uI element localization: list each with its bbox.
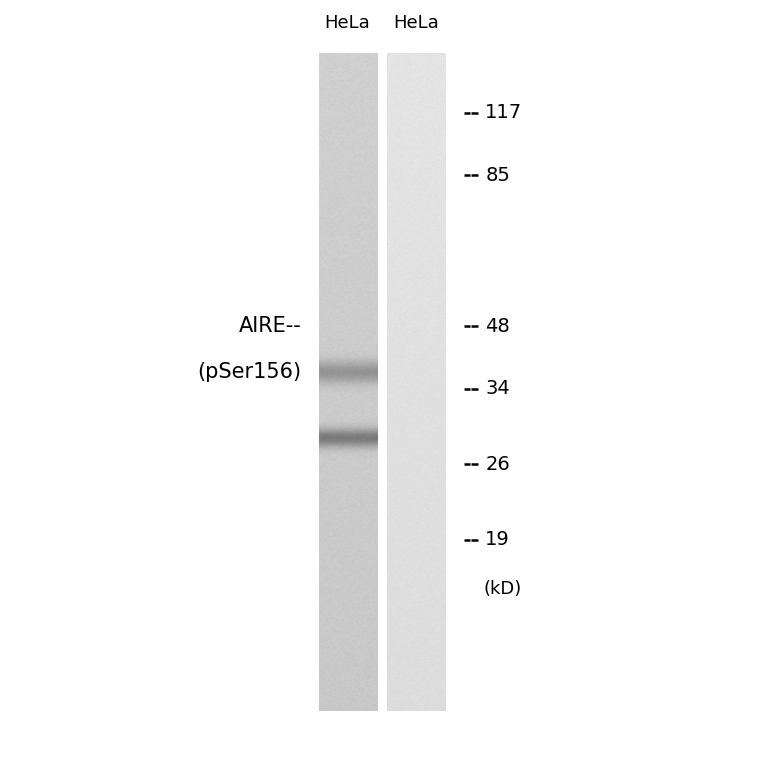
Text: (pSer156): (pSer156) [198,362,302,382]
Text: 117: 117 [485,103,523,122]
Text: 26: 26 [485,455,510,474]
Text: (kD): (kD) [484,581,522,598]
Text: 48: 48 [485,316,510,335]
Text: 85: 85 [485,166,510,185]
Text: AIRE--: AIRE-- [239,316,302,336]
Text: HeLa: HeLa [393,14,439,32]
Text: HeLa: HeLa [325,14,371,32]
Text: 19: 19 [485,530,510,549]
Text: 34: 34 [485,379,510,398]
